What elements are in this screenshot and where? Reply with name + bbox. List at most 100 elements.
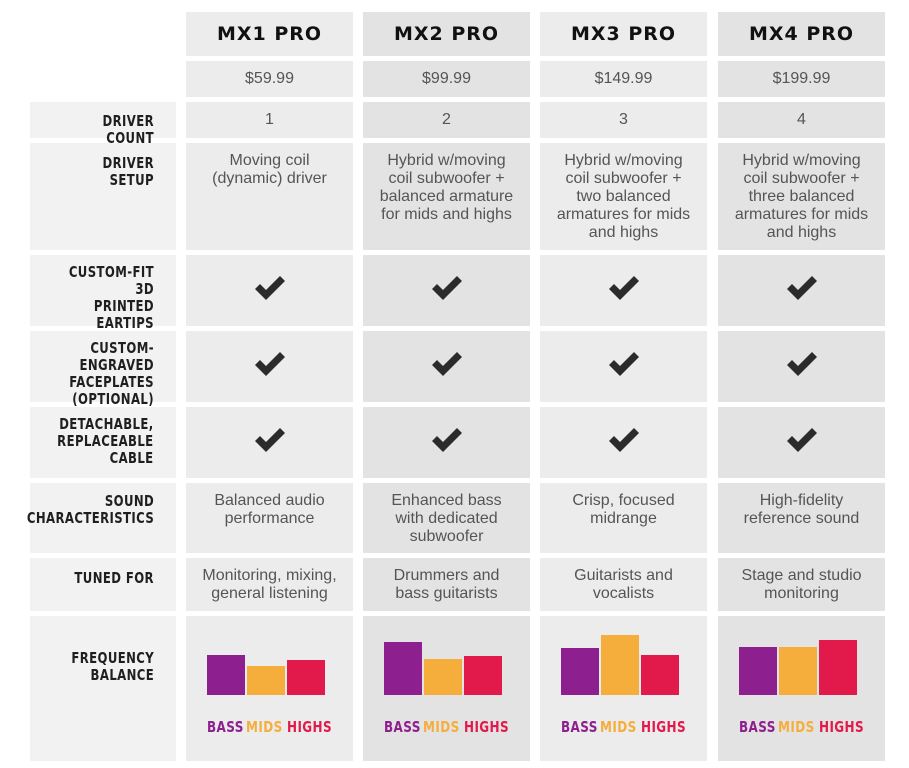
cell-price-4: $199.99 [718, 61, 885, 97]
freq-bar-mids [779, 647, 817, 695]
checkmark-icon [430, 426, 464, 459]
freq-bar-bass [561, 648, 599, 695]
sound-value: Balanced audio performance [214, 492, 325, 527]
freq-bar-highs [819, 640, 857, 695]
checkmark-icon [785, 426, 819, 459]
driver-setup-value: Moving coil (dynamic) driver [212, 152, 327, 187]
cell-faceplates-1 [186, 331, 353, 402]
cell-eartips-3 [540, 255, 707, 326]
checkmark-icon [785, 350, 819, 383]
model-price: $59.99 [245, 70, 294, 87]
row-label-faceplates: CUSTOM-ENGRAVED FACEPLATES (OPTIONAL) [69, 339, 154, 408]
cell-cable-1 [186, 407, 353, 478]
cell-eartips-4 [718, 255, 885, 326]
model-name: MX3 PRO [570, 23, 677, 45]
cell-header-1: MX1 PRO [186, 12, 353, 56]
label-cell-cable: DETACHABLE, REPLACEABLE CABLE [30, 407, 176, 478]
label-cell-sound: SOUND CHARACTERISTICS [27, 483, 176, 553]
freq-label-bass: BASS [384, 718, 421, 736]
model-name: MX1 PRO [216, 23, 323, 45]
checkmark-icon [253, 426, 287, 459]
freq-label-highs: HIGHS [641, 718, 687, 736]
driver-setup-value: Hybrid w/moving coil subwoofer + three b… [734, 152, 869, 241]
cell-driver_count-1: 1 [186, 102, 353, 138]
cell-header-2: MX2 PRO [363, 12, 530, 56]
checkmark-icon [607, 426, 641, 459]
freq-bar-highs [287, 660, 325, 695]
sound-value: Crisp, focused midrange [572, 492, 675, 527]
cell-faceplates-2 [363, 331, 530, 402]
label-cell-driver_count: DRIVER COUNT [30, 102, 176, 147]
cell-faceplates-4 [718, 331, 885, 402]
cell-driver_count-4: 4 [718, 102, 885, 138]
cell-tuned_for-2: Drummers and bass guitarists [363, 558, 530, 611]
tuned-for-value: Drummers and bass guitarists [393, 567, 500, 602]
cell-eartips-1 [186, 255, 353, 326]
freq-label-bass: BASS [561, 718, 598, 736]
cell-tuned_for-1: Monitoring, mixing, general listening [186, 558, 353, 611]
cell-price-1: $59.99 [186, 61, 353, 97]
freq-bar-highs [464, 656, 502, 695]
cell-eartips-2 [363, 255, 530, 326]
label-cell-driver_setup: DRIVER SETUP [30, 143, 176, 250]
cell-sound-4: High-fidelity reference sound [718, 483, 885, 553]
cell-price-3: $149.99 [540, 61, 707, 97]
model-name: MX2 PRO [393, 23, 500, 45]
sound-value: High-fidelity reference sound [743, 492, 860, 527]
tuned-for-value: Guitarists and vocalists [574, 567, 673, 602]
freq-label-mids: MIDS [246, 718, 283, 736]
cell-driver_setup-1: Moving coil (dynamic) driver [186, 143, 353, 250]
cell-faceplates-3 [540, 331, 707, 402]
cell-driver_setup-2: Hybrid w/moving coil subwoofer + balance… [363, 143, 530, 250]
label-cell-faceplates: CUSTOM-ENGRAVED FACEPLATES (OPTIONAL) [30, 331, 176, 408]
freq-label-bass: BASS [207, 718, 244, 736]
freq-label-highs: HIGHS [819, 718, 865, 736]
cell-sound-2: Enhanced bass with dedicated subwoofer [363, 483, 530, 553]
driver-count-value: 2 [442, 111, 451, 128]
label-cell-eartips: CUSTOM-FIT 3D PRINTED EARTIPS (OPTIONAL) [30, 255, 176, 349]
checkmark-icon [253, 274, 287, 307]
driver-count-value: 4 [797, 111, 806, 128]
cell-sound-1: Balanced audio performance [186, 483, 353, 553]
cell-driver_count-2: 2 [363, 102, 530, 138]
freq-label-mids: MIDS [600, 718, 637, 736]
row-label-tuned_for: TUNED FOR [74, 569, 154, 587]
label-cell-tuned_for: TUNED FOR [30, 558, 176, 611]
freq-label-highs: HIGHS [464, 718, 510, 736]
cell-cable-4 [718, 407, 885, 478]
cell-header-4: MX4 PRO [718, 12, 885, 56]
model-name: MX4 PRO [748, 23, 855, 45]
model-price: $199.99 [772, 70, 831, 87]
tuned-for-value: Monitoring, mixing, general listening [202, 567, 337, 602]
cell-tuned_for-4: Stage and studio monitoring [718, 558, 885, 611]
row-label-driver_count: DRIVER COUNT [102, 112, 154, 147]
sound-value: Enhanced bass with dedicated subwoofer [391, 492, 502, 545]
row-label-driver_setup: DRIVER SETUP [102, 154, 154, 189]
freq-bar-bass [384, 642, 422, 695]
driver-count-value: 3 [619, 111, 628, 128]
freq-bar-mids [247, 666, 285, 695]
freq-label-bass: BASS [739, 718, 776, 736]
cell-driver_setup-4: Hybrid w/moving coil subwoofer + three b… [718, 143, 885, 250]
cell-header-3: MX3 PRO [540, 12, 707, 56]
driver-setup-value: Hybrid w/moving coil subwoofer + two bal… [556, 152, 691, 241]
freq-bar-highs [641, 655, 679, 695]
checkmark-icon [430, 350, 464, 383]
freq-label-mids: MIDS [778, 718, 815, 736]
cell-driver_setup-3: Hybrid w/moving coil subwoofer + two bal… [540, 143, 707, 250]
cell-cable-2 [363, 407, 530, 478]
driver-count-value: 1 [265, 111, 274, 128]
tuned-for-value: Stage and studio monitoring [741, 567, 862, 602]
freq-bar-mids [601, 635, 639, 695]
label-cell-frequency: FREQUENCY BALANCE [30, 616, 176, 761]
freq-bar-bass [739, 647, 777, 695]
driver-setup-value: Hybrid w/moving coil subwoofer + balance… [379, 152, 514, 223]
row-label-cable: DETACHABLE, REPLACEABLE CABLE [57, 415, 155, 467]
model-price: $149.99 [594, 70, 653, 87]
checkmark-icon [785, 274, 819, 307]
cell-driver_count-3: 3 [540, 102, 707, 138]
checkmark-icon [607, 274, 641, 307]
row-label-eartips: CUSTOM-FIT 3D PRINTED EARTIPS (OPTIONAL) [68, 263, 154, 349]
cell-sound-3: Crisp, focused midrange [540, 483, 707, 553]
